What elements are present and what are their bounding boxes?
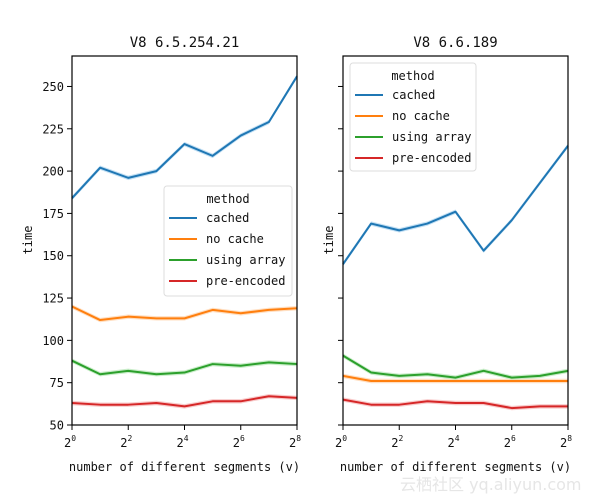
- series-line-cached: [71, 75, 298, 199]
- x-tick-label: 22: [391, 434, 403, 450]
- x-tick-label: 22: [120, 434, 132, 450]
- legend-label: pre-encoded: [206, 274, 285, 288]
- chart-title: V8 6.5.254.21: [130, 35, 240, 51]
- legend-label: cached: [206, 211, 249, 225]
- x-tick-label: 24: [447, 434, 459, 450]
- x-tick-label: 20: [335, 434, 347, 450]
- y-tick-label: 100: [42, 334, 64, 348]
- y-axis-label: time: [322, 226, 336, 255]
- y-tick-label: 50: [50, 419, 64, 433]
- legend-label: using array: [206, 253, 285, 267]
- confidence-band-cached: [72, 74, 297, 201]
- legend-title: method: [206, 192, 249, 206]
- x-tick-label: 24: [176, 434, 188, 450]
- legend-label: pre-encoded: [392, 151, 471, 165]
- legend-label: no cache: [392, 109, 450, 123]
- subplot-v8-6-5: V8 6.5.254.21 50 75 100 125 150 175 200 225 250 20…: [21, 35, 301, 474]
- y-tick-label: 200: [42, 165, 64, 179]
- legend-title: method: [391, 69, 434, 83]
- confidence-band-no-cache: [72, 304, 297, 323]
- legend-frame: [163, 185, 293, 297]
- y-tick-label: 225: [42, 122, 64, 136]
- x-tick-label: 26: [504, 434, 516, 450]
- y-axis-label: time: [21, 226, 35, 255]
- legend: method cached no cache using array pre-encod…: [349, 62, 477, 172]
- x-axis-label: number of different segments (v): [69, 460, 300, 474]
- y-tick-label: 150: [42, 249, 64, 263]
- legend-label: cached: [392, 88, 435, 102]
- y-tick-label: 75: [50, 376, 64, 390]
- x-axis-label: number of different segments (v): [340, 460, 571, 474]
- x-tick-label: 20: [64, 434, 76, 450]
- x-tick-label: 28: [560, 434, 572, 450]
- watermark: 云栖社区 yq.aliyun.com: [400, 475, 582, 494]
- legend-label: using array: [392, 130, 471, 144]
- y-tick-label: 250: [42, 80, 64, 94]
- subplot-v8-6-6: V8 6.6.189 20 22 24 26 28 number of different …: [322, 35, 572, 474]
- legend: method cached no cache using array pre-encod…: [163, 185, 293, 297]
- legend-label: no cache: [206, 232, 264, 246]
- x-tick-label: 26: [233, 434, 245, 450]
- y-tick-label: 175: [42, 207, 64, 221]
- x-tick-label: 28: [289, 434, 301, 450]
- confidence-band-using-array: [72, 358, 297, 377]
- chart-title: V8 6.6.189: [413, 35, 497, 51]
- legend-frame: [349, 62, 477, 172]
- y-tick-label: 125: [42, 292, 64, 306]
